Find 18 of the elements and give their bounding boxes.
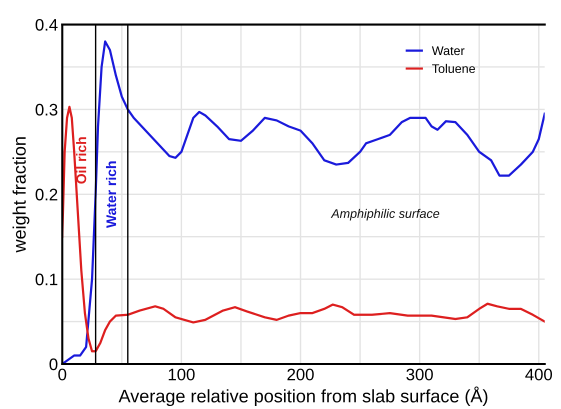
y-tick-label: 0.2	[36, 188, 58, 200]
y-tick-label: 0.4	[36, 18, 58, 31]
x-tick-label: 100	[168, 368, 195, 380]
annotation: Amphiphilic surface	[330, 208, 440, 220]
legend-label: Water	[432, 46, 464, 56]
y-tick-label: 0.3	[36, 104, 58, 116]
y-tick-label: 0	[49, 358, 58, 370]
line-series	[62, 106, 545, 352]
annotation: Water rich	[106, 161, 116, 228]
annotation: Oil rich	[76, 137, 86, 184]
x-tick-label: 200	[287, 368, 314, 380]
y-tick-label: 0.1	[36, 274, 58, 286]
legend-label: Toluene	[432, 64, 476, 74]
x-tick-label: 300	[406, 368, 433, 380]
x-axis-title: Average relative position from slab surface (Å)	[118, 386, 488, 406]
y-axis-title: weight fraction	[12, 137, 30, 253]
x-tick-label: 0	[58, 368, 66, 380]
x-tick-label: 400	[525, 368, 552, 380]
